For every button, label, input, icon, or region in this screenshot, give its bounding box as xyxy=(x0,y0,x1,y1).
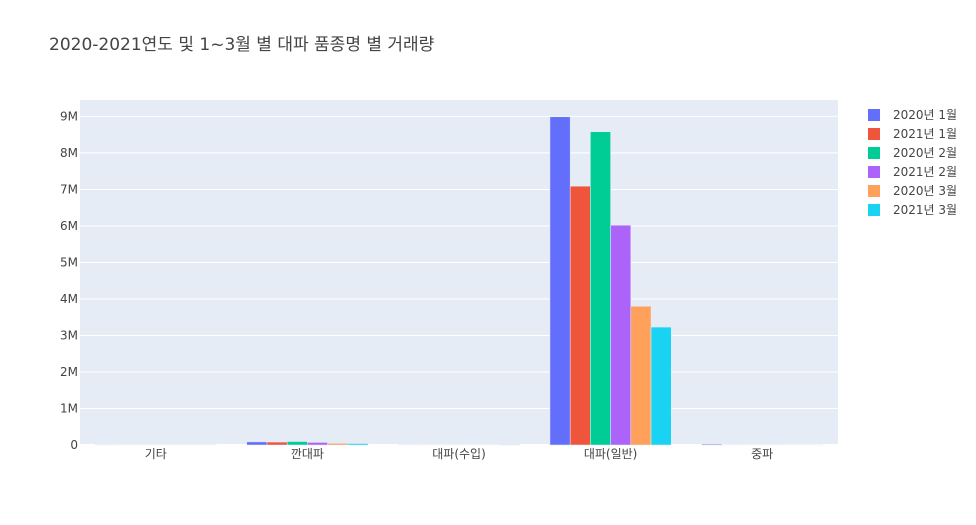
y-axis-ticks: 0 1M 2M 3M 4M 5M 6M 7M 8M 9M xyxy=(60,109,78,452)
legend-label: 2020년 2월 xyxy=(893,146,957,160)
y-tick-label: 1M xyxy=(60,401,78,415)
x-tick-label: 기타 xyxy=(145,447,167,461)
chart-title: 2020-2021연도 및 1~3월 별 대파 품종명 별 거래량 xyxy=(49,35,435,55)
legend-swatch xyxy=(868,166,880,178)
legend-label: 2020년 1월 xyxy=(893,108,957,122)
legend-swatch xyxy=(868,128,880,140)
bar[interactable] xyxy=(286,441,308,446)
legend-item[interactable]: 2021년 1월 xyxy=(868,127,957,141)
legend-item[interactable]: 2021년 2월 xyxy=(868,165,957,179)
bar[interactable] xyxy=(266,441,288,446)
legend-item[interactable]: 2020년 2월 xyxy=(868,146,957,160)
legend-item[interactable]: 2020년 3월 xyxy=(868,184,957,198)
legend-label: 2020년 3월 xyxy=(893,184,957,198)
bar[interactable] xyxy=(246,441,268,446)
bar[interactable] xyxy=(650,326,672,446)
legend-swatch xyxy=(868,204,880,216)
bar[interactable] xyxy=(590,131,611,446)
bar[interactable] xyxy=(569,185,591,446)
y-tick-label: 8M xyxy=(60,146,78,160)
legend-swatch xyxy=(868,109,880,121)
legend-swatch xyxy=(868,147,880,159)
legend-item[interactable]: 2021년 3월 xyxy=(868,203,957,217)
x-axis-ticks: 기타 깐대파 대파(수입) 대파(일반) 중파 xyxy=(145,447,773,461)
y-tick-label: 3M xyxy=(60,328,78,342)
y-tick-label: 2M xyxy=(60,365,78,379)
y-tick-label: 7M xyxy=(60,182,78,196)
plot-area xyxy=(80,100,838,445)
y-tick-label: 4M xyxy=(60,292,78,306)
legend[interactable]: 2020년 1월 2021년 1월 2020년 2월 2021년 2월 2020년 3월… xyxy=(868,108,957,217)
bar[interactable] xyxy=(630,306,652,446)
y-tick-label: 9M xyxy=(60,109,78,123)
legend-label: 2021년 3월 xyxy=(893,203,957,217)
bar[interactable] xyxy=(307,442,328,446)
legend-label: 2021년 1월 xyxy=(893,127,957,141)
x-tick-label: 대파(수입) xyxy=(432,447,486,461)
y-tick-label: 5M xyxy=(60,255,78,269)
bars xyxy=(94,116,824,446)
bar[interactable] xyxy=(549,116,571,446)
bar[interactable] xyxy=(610,224,632,446)
legend-label: 2021년 2월 xyxy=(893,165,957,179)
legend-swatch xyxy=(868,185,880,197)
x-tick-label: 중파 xyxy=(751,447,773,461)
legend-item[interactable]: 2020년 1월 xyxy=(868,108,957,122)
x-tick-label: 깐대파 xyxy=(291,447,324,461)
x-tick-label: 대파(일반) xyxy=(584,447,638,461)
bar[interactable] xyxy=(499,444,520,446)
bar[interactable] xyxy=(347,443,369,446)
y-tick-label: 0 xyxy=(70,438,78,452)
y-tick-label: 6M xyxy=(60,219,78,233)
bar[interactable] xyxy=(327,443,349,446)
bar[interactable] xyxy=(701,443,723,446)
